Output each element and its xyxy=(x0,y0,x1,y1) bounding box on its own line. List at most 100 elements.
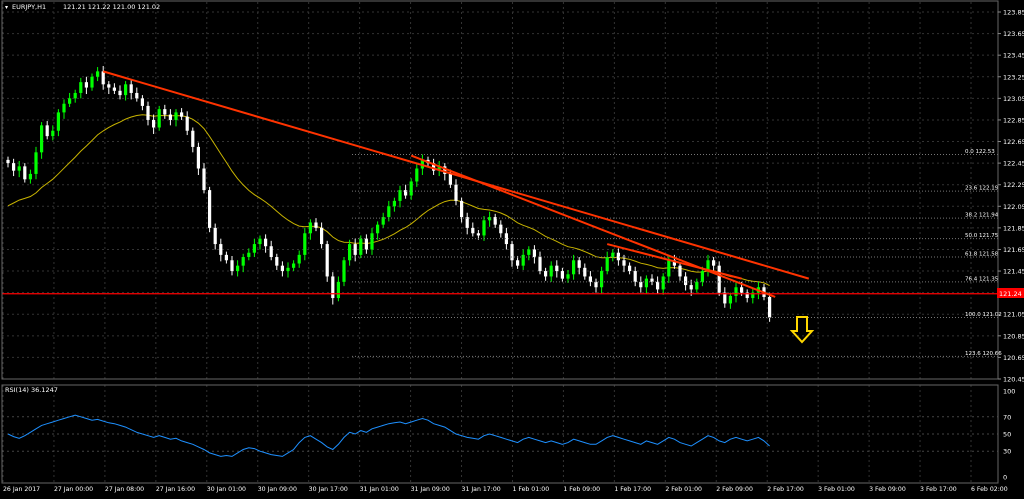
candle-body xyxy=(516,260,520,266)
candle-body xyxy=(532,249,536,258)
rsi-panel-frame xyxy=(1,384,999,484)
candle-body xyxy=(650,278,654,282)
candle-body xyxy=(672,260,676,266)
candle-body xyxy=(588,276,592,282)
y-tick-label: 123.25 xyxy=(1003,73,1024,81)
y-tick-label: 122.05 xyxy=(1003,203,1024,211)
fib-level-label: 76.4 121.35 xyxy=(965,276,999,282)
candle-body xyxy=(471,227,475,234)
rsi-panel: 100 70 50 30 0 xyxy=(2,388,1015,482)
main-panel-frame xyxy=(1,0,999,380)
y-tick-label: 121.45 xyxy=(1003,268,1024,276)
candle-body xyxy=(409,181,413,196)
candle-body xyxy=(700,271,704,282)
candle-body xyxy=(124,84,128,96)
candle-body xyxy=(34,152,38,174)
candle-body xyxy=(90,76,94,88)
candle-body xyxy=(482,220,486,236)
candle-body xyxy=(432,163,436,171)
x-tick-label: 31 Jan 01:00 xyxy=(360,486,399,493)
x-tick-label: 6 Feb 02:00 xyxy=(971,486,1008,493)
candle-body xyxy=(448,173,452,185)
candle-body xyxy=(521,254,525,266)
overlays: 0.0 122.53 23.6 122.19 38.2 121.94 50.0 121… xyxy=(2,70,1002,357)
candle-body xyxy=(96,71,100,77)
candle-body xyxy=(661,276,665,290)
fib-level-label: 100.0 121.02 xyxy=(965,312,1002,318)
chart-symbol-timeframe: EURJPY,H1 xyxy=(12,3,46,11)
trendline xyxy=(102,70,810,280)
y-tick-label: 123.65 xyxy=(1003,30,1024,38)
candle-body xyxy=(387,206,391,218)
candle-body xyxy=(118,90,122,96)
fib-level-label: 123.6 120.66 xyxy=(965,351,1002,357)
candle-body xyxy=(370,233,374,250)
moving-average-line xyxy=(7,114,770,287)
candle-body xyxy=(112,87,116,91)
rsi-tick-label: 30 xyxy=(1003,448,1011,456)
y-tick-label: 121.65 xyxy=(1003,246,1024,254)
candle-body xyxy=(437,166,441,171)
y-tick-label: 121.05 xyxy=(1003,311,1024,319)
candle-body xyxy=(381,217,385,225)
fib-level-label: 0.0 122.53 xyxy=(965,149,995,155)
x-tick-label: 30 Jan 17:00 xyxy=(309,486,348,493)
candle-body xyxy=(689,285,693,290)
candle-body xyxy=(684,276,688,286)
x-tick-label: 1 Feb 17:00 xyxy=(614,486,651,493)
candle-body xyxy=(297,254,301,264)
candle-body xyxy=(398,190,402,201)
candle-body xyxy=(488,217,492,221)
candle-body xyxy=(51,130,55,137)
x-tick-label: 31 Jan 17:00 xyxy=(462,486,501,493)
candle-body xyxy=(241,257,245,266)
x-tick-label: 26 Jan 2017 xyxy=(3,486,40,493)
candle-body xyxy=(140,98,144,106)
candle-body xyxy=(17,166,21,171)
candle-body xyxy=(611,252,615,258)
x-tick-label: 30 Jan 09:00 xyxy=(258,486,297,493)
candle-body xyxy=(28,173,32,180)
candle-body xyxy=(191,130,195,147)
candle-body xyxy=(146,105,150,120)
y-tick-label: 121.85 xyxy=(1003,224,1024,232)
candle-body xyxy=(135,92,139,99)
candle-body xyxy=(157,109,161,128)
y-tick-label: 123.85 xyxy=(1003,9,1024,17)
candle-body xyxy=(163,109,167,115)
candle-body xyxy=(40,125,44,153)
chart-header-arrow[interactable]: ▾ xyxy=(5,4,8,11)
price-label-box xyxy=(997,288,1024,298)
candle-body xyxy=(264,238,268,247)
y-tick-label: 123.05 xyxy=(1003,95,1024,103)
candle-body xyxy=(342,260,346,282)
candle-body xyxy=(605,257,609,272)
chart-ohlc: 121.21 121.22 121.00 121.02 xyxy=(63,3,160,11)
candle-body xyxy=(628,265,632,272)
candle-body xyxy=(538,257,542,272)
rsi-tick-label: 70 xyxy=(1003,413,1011,421)
x-tick-label: 3 Feb 01:00 xyxy=(818,486,855,493)
candle-body xyxy=(706,260,710,272)
candle-body xyxy=(101,71,105,85)
candle-body xyxy=(331,276,335,299)
candle-body xyxy=(68,98,72,104)
candle-body xyxy=(376,224,380,234)
candle-body xyxy=(303,233,307,255)
candle-body xyxy=(622,260,626,266)
candle-body xyxy=(269,246,273,258)
candle-body xyxy=(107,84,111,88)
x-tick-label: 27 Jan 16:00 xyxy=(156,486,195,493)
rsi-tick-label: 100 xyxy=(1003,388,1015,396)
candle-body xyxy=(79,82,83,93)
candle-body xyxy=(247,252,251,258)
rsi-tick-label: 0 xyxy=(1003,474,1007,482)
candle-body xyxy=(566,274,570,279)
candle-body xyxy=(527,249,531,255)
candle-body xyxy=(252,244,256,253)
candle-body xyxy=(45,125,49,137)
candle-body xyxy=(740,287,744,293)
candle-body xyxy=(359,238,363,255)
candle-body xyxy=(504,233,508,245)
